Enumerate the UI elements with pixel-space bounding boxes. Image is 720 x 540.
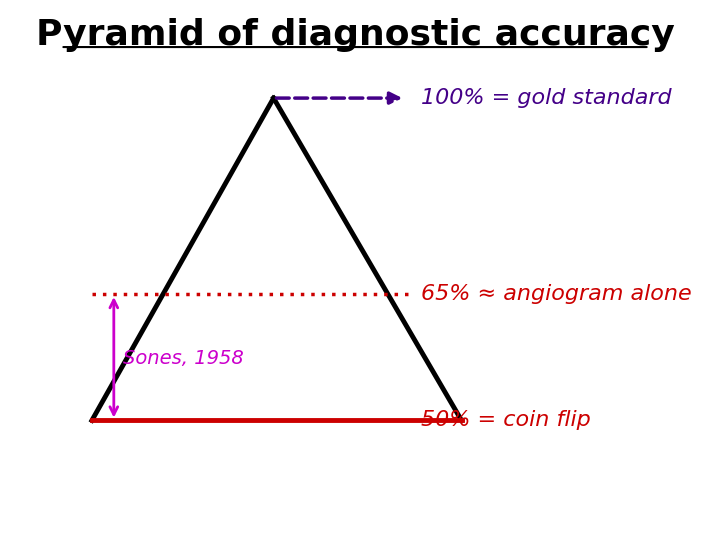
Text: 50% = coin flip: 50% = coin flip <box>420 410 590 430</box>
Text: 100% = gold standard: 100% = gold standard <box>420 88 672 108</box>
Text: Sones, 1958: Sones, 1958 <box>123 349 244 368</box>
Text: 65% ≈ angiogram alone: 65% ≈ angiogram alone <box>420 284 691 304</box>
Text: Pyramid of diagnostic accuracy: Pyramid of diagnostic accuracy <box>36 17 675 51</box>
